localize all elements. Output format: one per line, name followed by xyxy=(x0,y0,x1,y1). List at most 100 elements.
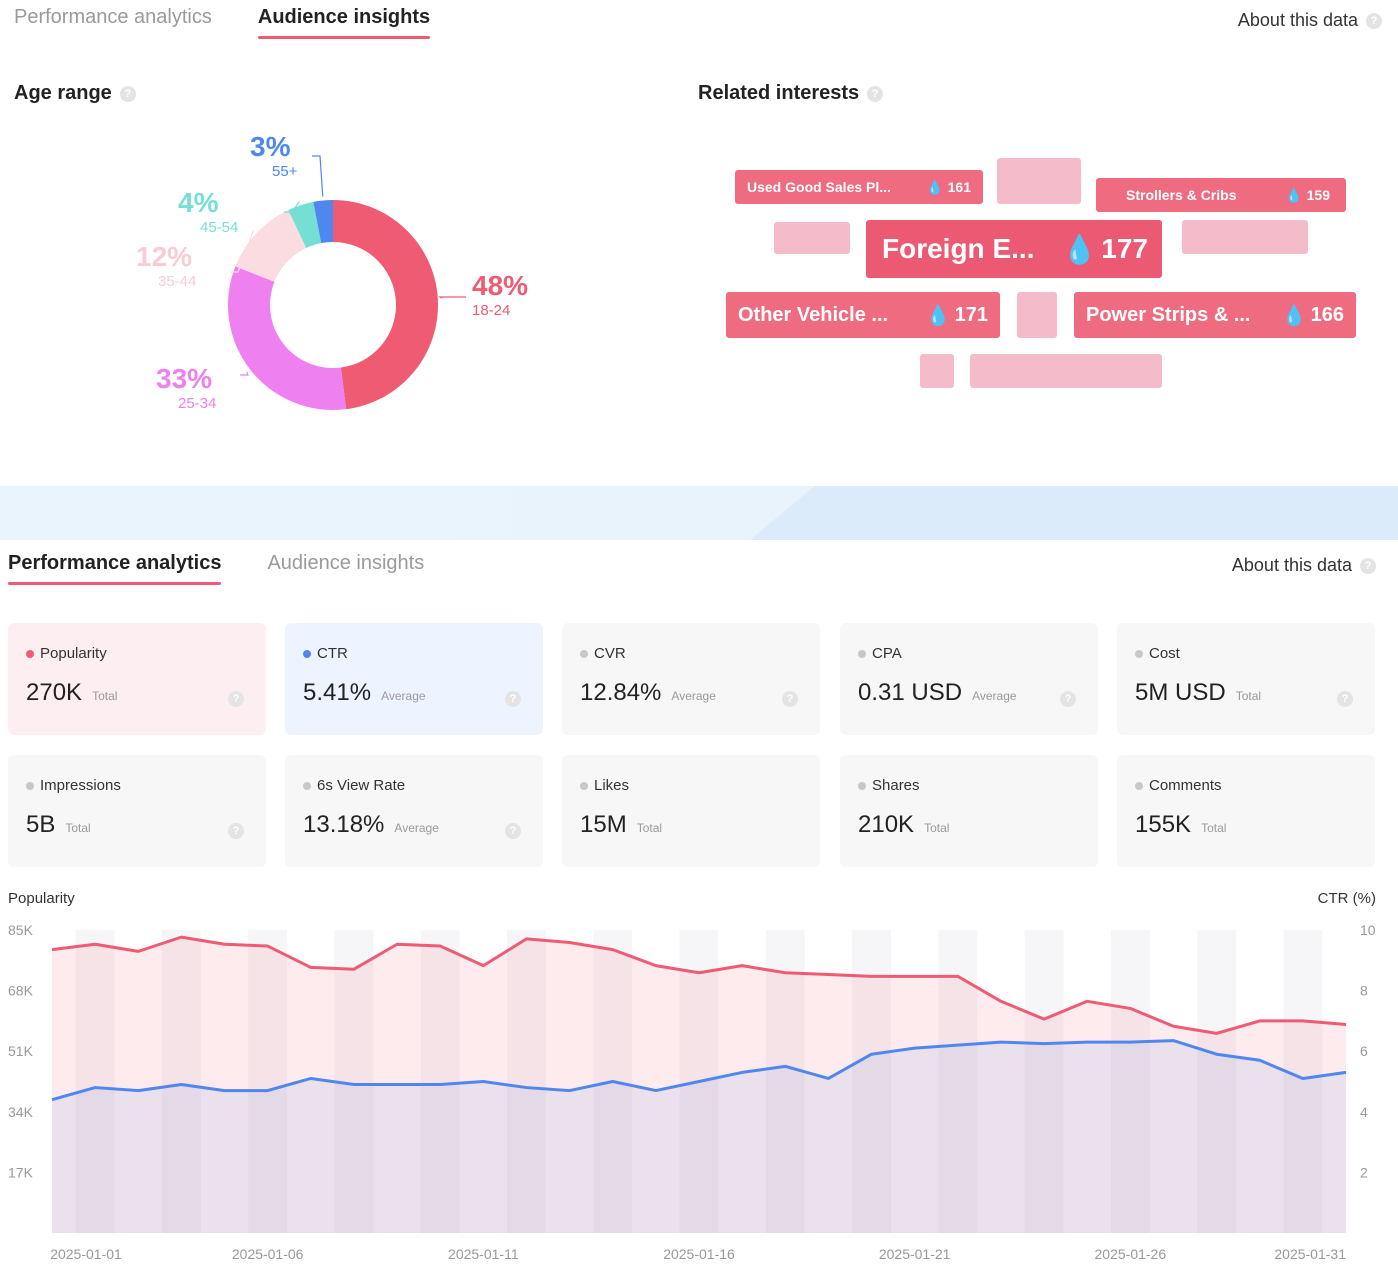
metric-value: 5B xyxy=(26,811,56,838)
chart-column-stripe xyxy=(1283,930,1323,1233)
donut-slice-55+[interactable] xyxy=(313,200,333,244)
donut-leader-line xyxy=(437,296,466,299)
chart-column-stripe xyxy=(938,930,978,1233)
metric-card-cpa[interactable]: CPA 0.31 USD Average? xyxy=(840,623,1098,735)
y2-axis-tick-label: 4 xyxy=(1360,1104,1368,1120)
metric-value-row: 13.18% Average xyxy=(303,811,439,839)
metric-value-row: 155K Total xyxy=(1135,811,1226,839)
help-icon[interactable]: ? xyxy=(505,823,521,839)
metric-value-row: 210K Total xyxy=(858,811,949,839)
interest-tag[interactable]: Strollers & Cribs 💧 159 xyxy=(1096,178,1346,212)
metric-dot-icon xyxy=(1135,781,1143,790)
help-icon[interactable]: ? xyxy=(1060,691,1076,707)
metric-dot-icon xyxy=(26,649,34,658)
donut-range-label: 18-24 xyxy=(472,302,510,319)
metric-label: CPA xyxy=(872,645,902,662)
metric-card-popularity[interactable]: Popularity 270K Total? xyxy=(8,623,266,735)
chart-column-stripe xyxy=(1024,930,1064,1233)
chart-right-axis-title: CTR (%) xyxy=(1317,890,1376,907)
interest-tag[interactable]: Foreign E... 💧 177 xyxy=(866,220,1162,278)
metric-label: Cost xyxy=(1149,645,1180,662)
metric-card-ctr[interactable]: CTR 5.41% Average? xyxy=(285,623,543,735)
help-icon[interactable]: ? xyxy=(782,691,798,707)
donut-slice-45-54[interactable] xyxy=(288,201,322,248)
interest-tag-score: 159 xyxy=(1306,187,1330,203)
x-axis-tick-label: 2025-01-16 xyxy=(663,1246,735,1262)
chart-column-stripe xyxy=(1197,930,1237,1233)
tab-audience-insights[interactable]: Audience insights xyxy=(257,6,431,39)
metric-value-row: 5.41% Average xyxy=(303,679,426,707)
metric-card-impressions[interactable]: Impressions 5B Total? xyxy=(8,755,266,867)
about-this-data-label: About this data xyxy=(1237,10,1358,30)
help-icon[interactable]: ? xyxy=(867,85,884,102)
related-interests-title-text: Related interests xyxy=(698,82,860,104)
series-line-ctr[interactable] xyxy=(51,1039,1347,1102)
help-icon[interactable]: ? xyxy=(1366,12,1382,29)
help-icon[interactable]: ? xyxy=(228,823,244,839)
help-icon[interactable]: ? xyxy=(119,85,136,102)
flame-icon: 💧 xyxy=(1281,304,1307,327)
metric-card-comments[interactable]: Comments 155K Total xyxy=(1117,755,1375,867)
interest-placeholder xyxy=(1017,292,1057,338)
y2-axis-tick-label: 8 xyxy=(1360,983,1368,999)
age-range-title: Age range ? xyxy=(14,82,136,105)
help-icon[interactable]: ? xyxy=(505,691,521,707)
about-this-data-link[interactable]: About this data ? xyxy=(1232,555,1376,576)
metric-dot-icon xyxy=(1135,649,1143,658)
interest-tag-label: Power Strips & ... xyxy=(1086,303,1251,326)
audience-insights-panel: Performance analytics Audience insights … xyxy=(0,0,1398,486)
metric-label-row: 6s View Rate xyxy=(303,777,405,794)
interest-tag-label: Used Good Sales Pl... xyxy=(747,179,891,195)
metric-dot-icon xyxy=(858,781,866,790)
metric-unit: Total xyxy=(924,821,950,835)
series-line-popularity[interactable] xyxy=(51,935,1347,1035)
interest-tag[interactable]: Other Vehicle ... 💧 171 xyxy=(726,292,1000,338)
metric-value-row: 15M Total xyxy=(580,811,662,839)
chart-column-stripe xyxy=(765,930,805,1233)
metric-unit: Average xyxy=(671,689,716,703)
help-icon[interactable]: ? xyxy=(1337,691,1353,707)
metric-unit: Total xyxy=(636,821,663,835)
about-this-data-link[interactable]: About this data ? xyxy=(1238,10,1382,31)
tab-performance-analytics[interactable]: Performance analytics xyxy=(8,552,222,585)
chart-column-stripe xyxy=(75,930,115,1233)
metric-label: Likes xyxy=(594,777,630,794)
metric-value: 270K xyxy=(26,679,83,706)
metric-card-likes[interactable]: Likes 15M Total xyxy=(562,755,820,867)
interest-placeholder xyxy=(997,158,1081,204)
donut-slice-35-44[interactable] xyxy=(235,209,307,282)
y-axis-tick-label: 51K xyxy=(8,1043,34,1059)
metric-label: CTR xyxy=(317,645,348,662)
metric-card-cost[interactable]: Cost 5M USD Total? xyxy=(1117,623,1375,735)
chart-left-axis-title: Popularity xyxy=(8,890,75,907)
donut-slice-18-24[interactable] xyxy=(333,200,439,410)
top-tab-bar: Performance analytics Audience insights xyxy=(14,6,476,39)
metric-card-6s-view-rate[interactable]: 6s View Rate 13.18% Average? xyxy=(285,755,543,867)
donut-leader-line xyxy=(312,155,324,197)
metric-unit: Total xyxy=(1201,821,1227,835)
metric-card-shares[interactable]: Shares 210K Total xyxy=(840,755,1098,867)
donut-pct-label: 48% xyxy=(472,270,528,301)
tab-performance-analytics[interactable]: Performance analytics xyxy=(14,6,212,28)
metric-value-row: 12.84% Average xyxy=(580,679,716,707)
chart-column-stripe xyxy=(852,930,891,1233)
help-icon[interactable]: ? xyxy=(1360,557,1376,574)
help-icon[interactable]: ? xyxy=(228,691,244,707)
y-axis-tick-label: 34K xyxy=(8,1104,34,1120)
interest-tag-score: 166 xyxy=(1310,303,1344,326)
metric-value-row: 5B Total xyxy=(26,811,91,839)
metric-value: 5M USD xyxy=(1135,679,1226,706)
donut-slice-25-34[interactable] xyxy=(227,266,347,410)
interest-tag[interactable]: Power Strips & ... 💧 166 xyxy=(1074,292,1356,338)
metric-unit: Average xyxy=(394,821,439,835)
metric-value: 12.84% xyxy=(580,679,662,706)
metric-card-cvr[interactable]: CVR 12.84% Average? xyxy=(562,623,820,735)
metric-dot-icon xyxy=(26,781,34,790)
x-axis-tick-label: 2025-01-11 xyxy=(448,1246,519,1262)
interest-tag[interactable]: Used Good Sales Pl... 💧 161 xyxy=(735,170,983,204)
tab-audience-insights[interactable]: Audience insights xyxy=(267,552,425,574)
donut-pct-label: 12% xyxy=(136,241,192,272)
chart-column-stripe xyxy=(248,930,288,1233)
chart-column-stripe xyxy=(1110,930,1150,1233)
metric-label: Comments xyxy=(1149,777,1222,794)
